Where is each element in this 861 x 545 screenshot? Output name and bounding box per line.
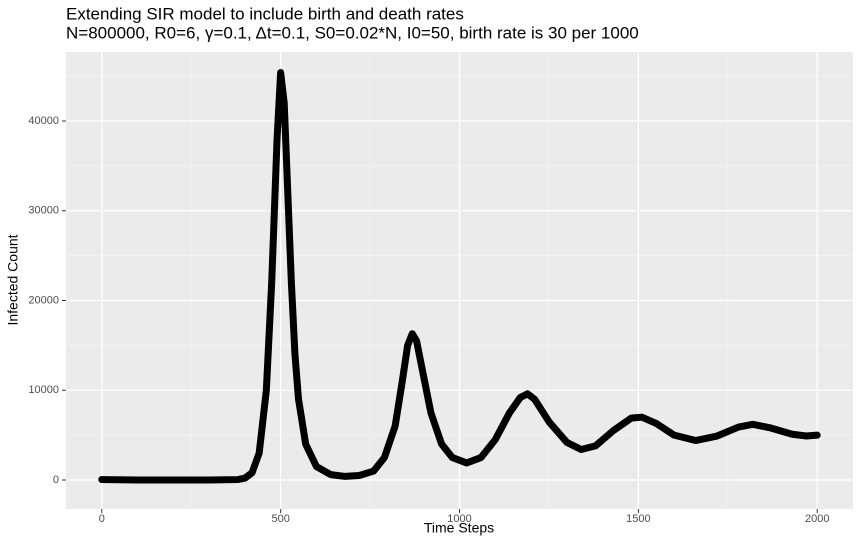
x-tick-label: 1000: [447, 513, 471, 525]
y-tick-label: 30000: [28, 205, 59, 217]
x-axis-label: Time Steps: [424, 520, 494, 536]
y-tick-label: 20000: [28, 294, 59, 306]
x-tick-label: 2000: [805, 513, 829, 525]
x-tick-label: 0: [99, 513, 105, 525]
chart-title: Extending SIR model to include birth and…: [66, 4, 464, 23]
y-tick-label: 0: [53, 474, 59, 486]
x-tick-label: 1500: [626, 513, 650, 525]
y-tick-label: 10000: [28, 384, 59, 396]
line: [98, 69, 821, 484]
chart-subtitle: N=800000, R0=6, γ=0.1, Δt=0.1, S0=0.02*N…: [66, 23, 639, 42]
x-tick-label: 500: [271, 513, 289, 525]
y-axis-label: Infected Count: [5, 234, 21, 325]
y-tick-label: 40000: [28, 115, 59, 127]
